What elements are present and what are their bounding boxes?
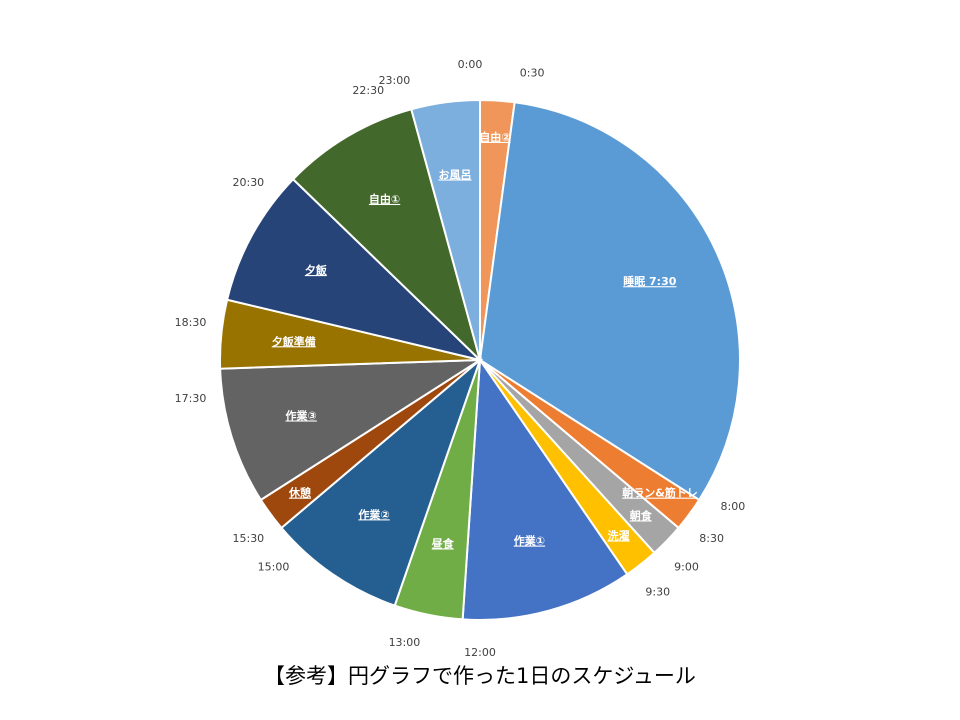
time-label-14: 22:30 (352, 84, 384, 97)
slice-label-7: 昼食 (431, 536, 455, 550)
time-label-4: 8:30 (699, 532, 724, 545)
time-label-1: 0:00 (458, 58, 483, 71)
slice-label-9: 休憩 (288, 486, 311, 500)
slice-label-11: 夕飯準備 (272, 334, 316, 348)
slice-label-13: 自由① (369, 192, 400, 206)
time-label-7: 12:00 (464, 646, 496, 659)
time-label-10: 15:30 (232, 532, 264, 545)
time-label-6: 9:30 (645, 586, 670, 599)
slice-label-1: 自由② (479, 130, 510, 144)
slice-label-10: 作業③ (286, 408, 317, 422)
slice-label-14: お風呂 (439, 168, 472, 181)
slice-10 (219, 358, 484, 502)
slice-8 (280, 356, 483, 607)
pie-slices (219, 98, 741, 621)
slice-label-5: 洗濯 (608, 528, 630, 542)
time-label-15: 23:00 (379, 74, 411, 87)
time-label-3: 8:00 (721, 500, 746, 513)
pie-time-labels: 0:00 0:30 8:00 8:30 9:00 9:30 12:00 13:00 15:00 1… (175, 58, 746, 659)
slice-label-4: 朝食 (630, 508, 653, 522)
slice-6 (461, 357, 629, 621)
time-label-11: 17:30 (175, 392, 207, 405)
slice-label-8: 作業② (358, 507, 389, 521)
slice-12 (225, 177, 484, 362)
time-label-2: 0:30 (520, 66, 545, 79)
time-label-8: 13:00 (389, 636, 421, 649)
slice-label-6: 作業① (514, 534, 545, 548)
slice-label-3: 朝ラン&筋トレ (622, 486, 698, 500)
time-label-9: 15:00 (258, 560, 290, 573)
slice-label-2: 睡眠 7:30 (623, 274, 677, 288)
slice-label-12: 夕飯 (305, 263, 327, 277)
slice-14 (410, 98, 481, 361)
slice-13 (291, 108, 482, 364)
time-label-13: 20:30 (232, 176, 264, 189)
time-label-12: 18:30 (175, 316, 207, 329)
chart-caption: 【参考】円グラフで作った1日のスケジュール (264, 664, 696, 688)
time-label-5: 9:00 (674, 560, 699, 573)
